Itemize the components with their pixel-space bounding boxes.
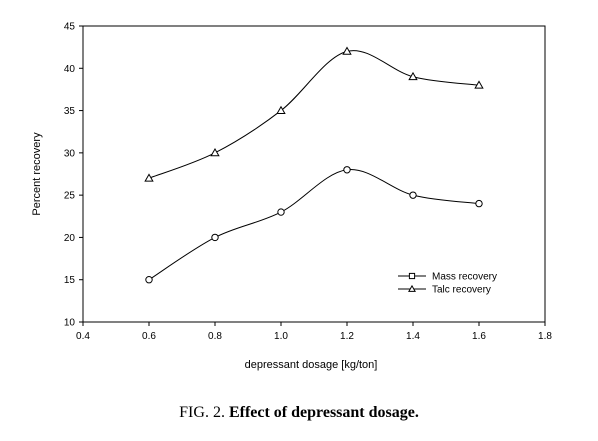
mass-recovery-point <box>145 276 153 284</box>
talc-recovery-line <box>148 50 480 179</box>
x-tick-label: 0.4 <box>76 331 90 342</box>
x-tick-label: 0.8 <box>208 331 222 342</box>
legend-label-mass-recovery: Mass recovery <box>432 272 497 283</box>
mass-recovery-series <box>145 166 483 284</box>
talc-recovery-point <box>144 173 154 182</box>
caption-title: Effect of depressant dosage. <box>228 404 419 421</box>
y-tick-label: 30 <box>64 148 76 159</box>
y-tick-label: 20 <box>64 233 76 244</box>
series-layer <box>144 46 484 284</box>
legend: Mass recovery Talc recovery <box>398 272 497 296</box>
y-tick-label: 45 <box>64 22 76 33</box>
caption-prefix: FIG. 2. <box>179 404 229 421</box>
mass-recovery-line <box>148 169 480 281</box>
y-tick-label: 25 <box>64 191 76 202</box>
x-tick-label: 1.2 <box>340 331 354 342</box>
mass-recovery-point <box>409 191 417 199</box>
legend-marker-talc-recovery <box>408 284 416 292</box>
legend-marker-mass-recovery <box>408 272 416 280</box>
y-tick-label: 15 <box>64 275 76 286</box>
x-tick-label: 1.0 <box>274 331 288 342</box>
legend-label-talc-recovery: Talc recovery <box>432 285 491 296</box>
y-tick-label: 10 <box>64 318 76 329</box>
talc-recovery-point <box>210 148 220 157</box>
y-axis-title: Percent recovery <box>31 132 43 216</box>
mass-recovery-point <box>475 199 483 208</box>
mass-recovery-point <box>343 166 351 174</box>
y-tick-label: 40 <box>64 64 76 75</box>
mass-recovery-point <box>277 208 285 216</box>
x-tick-label: 1.6 <box>472 331 486 342</box>
recovery-chart: 0.4 0.6 0.8 1.0 1.2 1.4 1.6 1.8 10 15 20 25 30 35 40 4… <box>31 22 552 372</box>
y-axis-ticks: 10 15 20 25 30 35 40 45 <box>64 22 83 329</box>
talc-recovery-point <box>342 46 352 55</box>
talc-recovery-series <box>144 46 484 182</box>
talc-recovery-point <box>474 80 484 89</box>
x-tick-label: 1.8 <box>538 331 552 342</box>
plot-border <box>82 25 546 323</box>
x-axis-title: depressant dosage [kg/ton] <box>245 359 378 371</box>
x-tick-label: 1.4 <box>406 331 420 342</box>
y-tick-label: 35 <box>64 106 76 117</box>
talc-recovery-point <box>408 71 418 81</box>
figure-caption: FIG. 2. Effect of depressant dosage. <box>0 404 598 422</box>
x-axis-ticks: 0.4 0.6 0.8 1.0 1.2 1.4 1.6 1.8 <box>76 322 552 342</box>
mass-recovery-point <box>211 233 219 242</box>
plot-frame <box>82 25 546 323</box>
talc-recovery-point <box>276 105 286 114</box>
x-tick-label: 0.6 <box>142 331 156 342</box>
